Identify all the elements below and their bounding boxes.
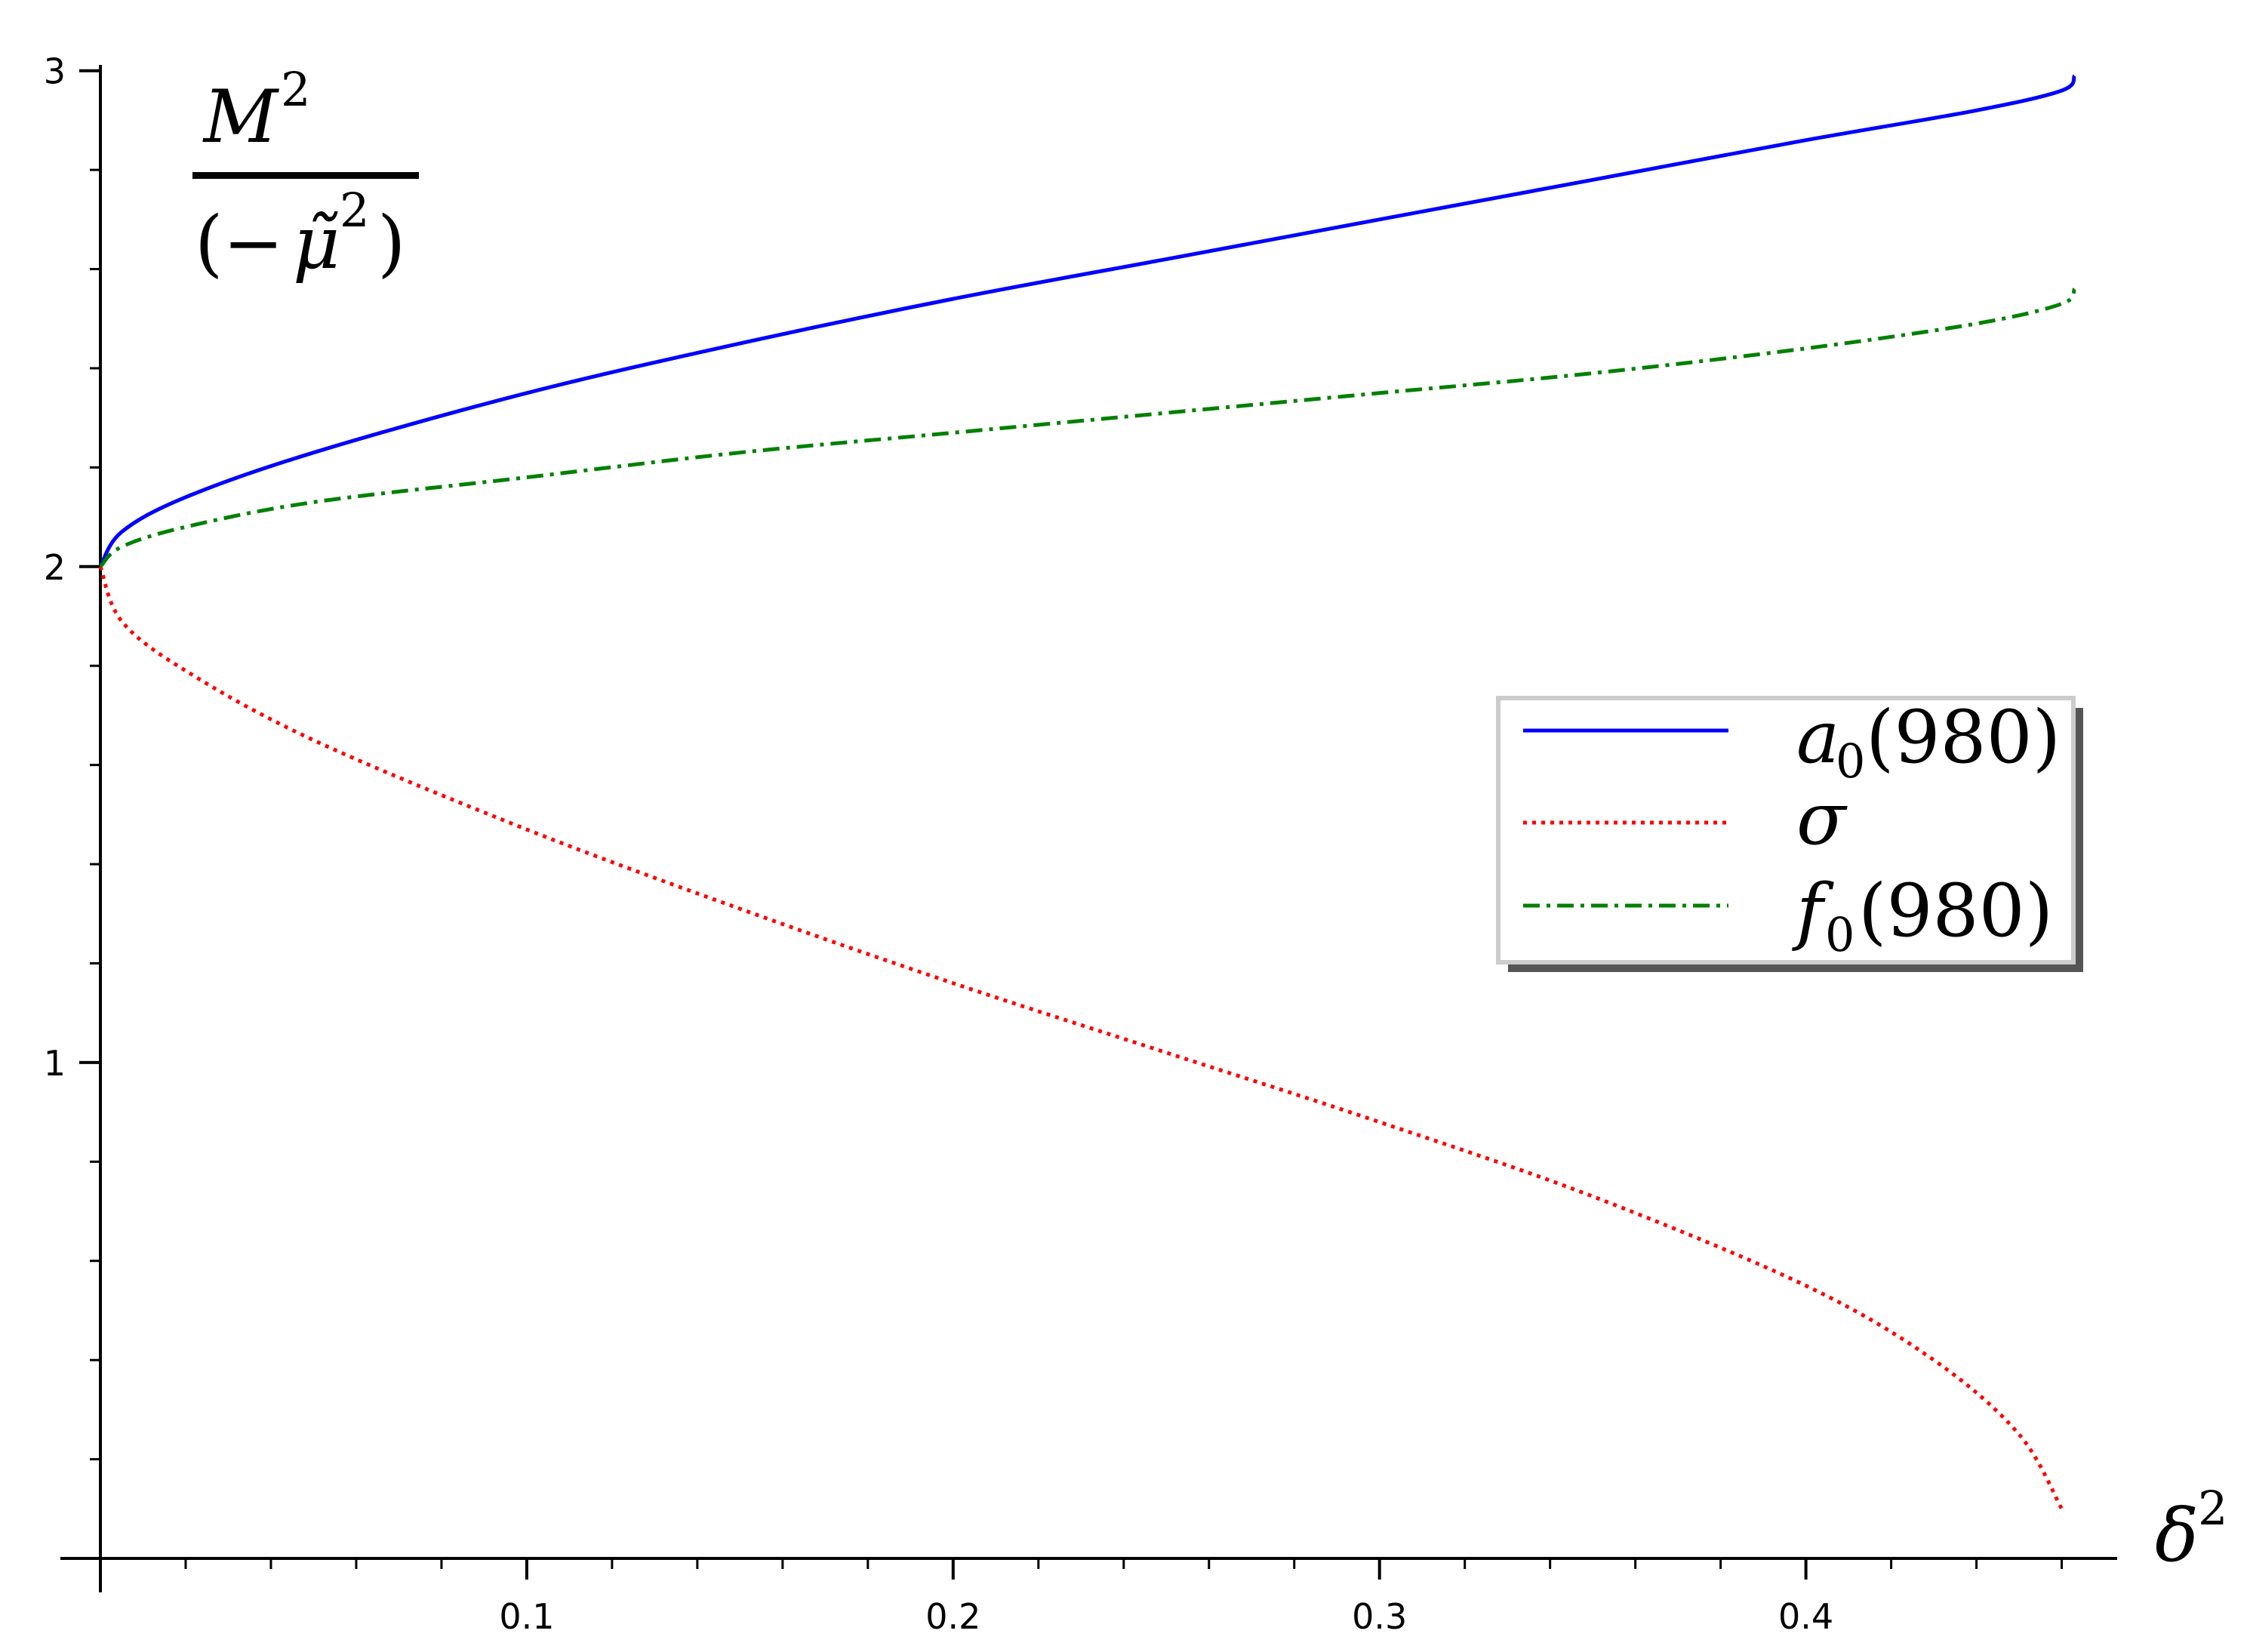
legend-label-a0-base: a [1796, 695, 1839, 780]
y-label-denominator-var: μ̃ [293, 201, 340, 285]
y-label-denominator-close: ) [377, 201, 405, 285]
legend-label-f0-rest: (980) [1858, 869, 2053, 953]
x-tick-label: 0.2 [925, 1596, 980, 1637]
legend-label-f0-sub: 0 [1825, 907, 1854, 962]
y-label-numerator: M [202, 75, 280, 159]
axes: 0.1 0.2 0.3 0.4 1 2 3 [44, 51, 2117, 1637]
x-axis-label: δ 2 [2155, 1481, 2227, 1578]
y-label-numerator-sup: 2 [281, 62, 310, 117]
y-axis-label: M 2 (− μ̃ 2 ) [192, 62, 419, 285]
series-line-1 [98, 565, 2064, 1510]
legend-entry-sigma: σ [1523, 777, 1848, 861]
x-tick-label: 0.3 [1352, 1596, 1407, 1637]
y-tick-label: 3 [44, 51, 66, 92]
legend-label-sigma: σ [1796, 777, 1848, 861]
y-label-fraction-bar [192, 172, 419, 179]
legend-label-a0-sub: 0 [1836, 734, 1865, 789]
y-label-denominator-open: (− [195, 201, 284, 285]
legend-entry-a0: a 0 (980) [1523, 695, 2061, 789]
x-label-var: δ [2155, 1494, 2199, 1578]
legend: a 0 (980) σ f 0 (980) [1496, 695, 2083, 972]
legend-box [1496, 696, 2076, 964]
legend-entry-f0: f 0 (980) [1523, 869, 2053, 962]
x-tick-label: 0.4 [1778, 1596, 1833, 1637]
plot-area [98, 74, 2076, 1510]
legend-label-a0-rest: (980) [1866, 695, 2061, 780]
y-tick-label: 1 [44, 1043, 66, 1084]
x-tick-label: 0.1 [499, 1596, 554, 1637]
y-tick-label: 2 [44, 547, 66, 588]
y-label-denominator-sup: 2 [340, 183, 369, 238]
series-line-0 [98, 74, 2076, 568]
series-line-2 [99, 288, 2076, 568]
x-label-sup: 2 [2198, 1481, 2227, 1536]
